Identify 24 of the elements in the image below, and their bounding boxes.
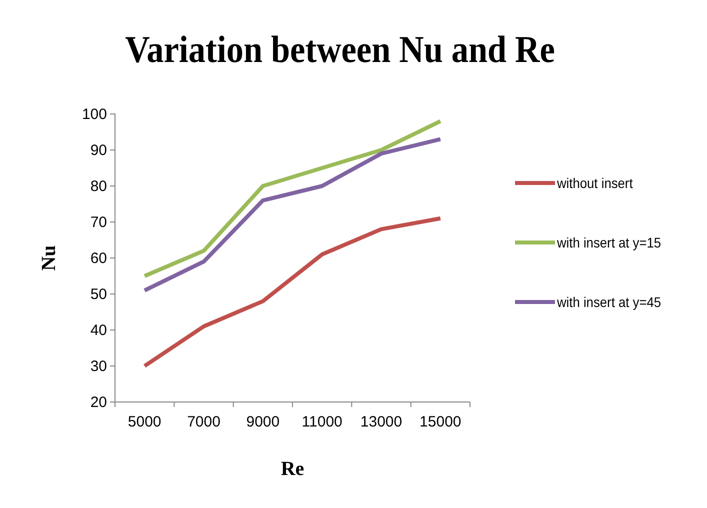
y-axis-title: Nu (38, 245, 60, 271)
line-series (142, 216, 442, 368)
y-tick-label: 50 (90, 286, 107, 303)
y-tick-label: 20 (90, 394, 107, 411)
line-series (142, 137, 442, 292)
y-tick-label: 80 (90, 178, 107, 195)
x-tick-label: 13000 (360, 414, 402, 431)
x-tick-label: 9000 (246, 414, 280, 431)
y-tick-label: 70 (90, 214, 107, 231)
x-axis-title: Re (280, 458, 304, 480)
x-tick-label: 7000 (187, 414, 220, 431)
x-tick-label: 15000 (420, 414, 462, 431)
legend-label: with insert at y=15 (556, 235, 662, 251)
x-tick-label: 11000 (302, 414, 342, 431)
y-tick-label: 100 (82, 106, 107, 123)
x-tick-label: 5000 (128, 414, 162, 431)
legend-label: without insert (556, 176, 634, 192)
y-tick-label: 90 (90, 142, 107, 159)
legend-label: with insert at y=45 (556, 294, 662, 310)
y-tick-label: 60 (90, 250, 107, 267)
y-tick-label: 40 (90, 322, 107, 339)
y-tick-label: 30 (90, 358, 107, 375)
chart-title: Variation between Nu and Re (125, 28, 555, 70)
line-series (142, 119, 442, 278)
